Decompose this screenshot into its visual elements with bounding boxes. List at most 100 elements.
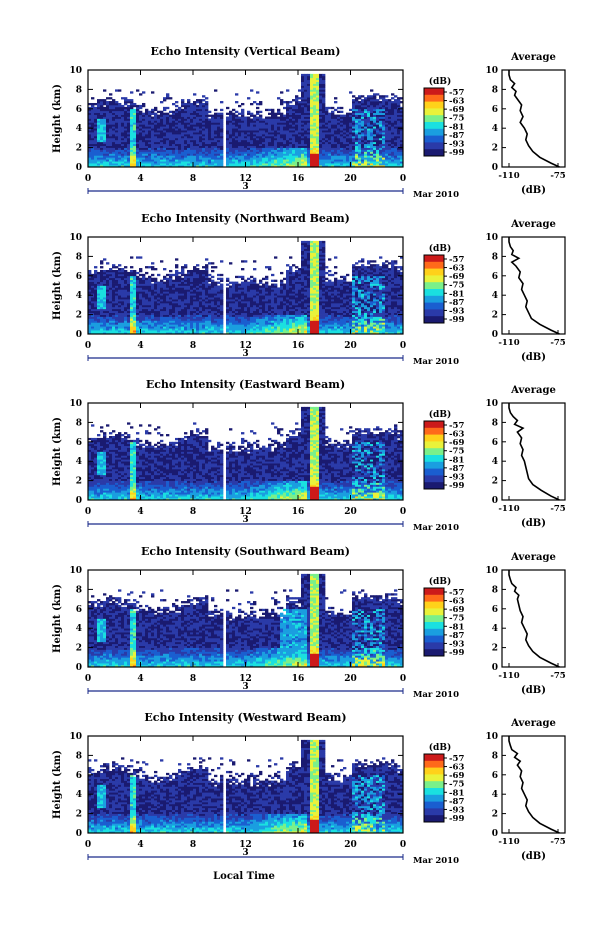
heatmap-cell [313, 130, 317, 133]
heatmap-cell [160, 153, 164, 156]
heatmap-cell [295, 97, 299, 100]
heatmap-cell [259, 155, 263, 158]
heatmap-cell [247, 165, 251, 168]
heatmap-cell [271, 118, 275, 121]
heatmap-cell [100, 143, 104, 147]
heatmap-cell [313, 149, 317, 152]
heatmap-cell [118, 153, 122, 156]
heatmap-cell [166, 163, 170, 166]
heatmap-cell [355, 102, 359, 106]
heatmap-cell [202, 95, 206, 98]
heatmap-cell [184, 163, 188, 166]
heatmap-cell [106, 141, 110, 145]
heatmap-cell [256, 139, 260, 143]
heatmap-cell [346, 157, 350, 160]
heatmap-cell [346, 128, 350, 131]
heatmap-cell [313, 97, 317, 100]
heatmap-cell [280, 114, 284, 117]
colorbar-segment [424, 108, 444, 116]
heatmap-cell [250, 155, 254, 158]
heatmap-cell [103, 108, 107, 112]
heatmap-cell [322, 93, 326, 96]
heatmap-cell [283, 161, 287, 164]
heatmap-cell [352, 153, 356, 156]
heatmap-cell [127, 145, 131, 148]
heatmap-cell [250, 151, 254, 154]
heatmap-cell [313, 137, 317, 141]
heatmap-cell [124, 97, 128, 100]
heatmap-cell [136, 143, 140, 147]
heatmap-cell [208, 283, 212, 286]
heatmap-cell [127, 101, 131, 104]
heatmap-cell [307, 118, 311, 121]
heatmap-cell [289, 110, 293, 114]
heatmap-cell [154, 147, 158, 150]
heatmap-cell [202, 99, 206, 102]
heatmap-cell [181, 102, 185, 106]
heatmap-cell [253, 155, 257, 158]
heatmap-cell [199, 153, 203, 156]
heatmap-cell [274, 132, 278, 135]
heatmap-cell [94, 118, 98, 121]
heatmap-cell [157, 139, 161, 143]
heatmap-cell [364, 122, 368, 125]
heatmap-cell [181, 101, 185, 104]
heatmap-cell [358, 153, 362, 156]
heatmap-cell [220, 108, 224, 112]
heatmap-cell [187, 155, 191, 158]
heatmap-cell [172, 126, 176, 129]
heatmap-cell [283, 143, 287, 147]
heatmap-cell [316, 143, 320, 147]
heatmap-cell [292, 120, 296, 123]
heatmap-cell [151, 124, 155, 127]
heatmap-cell [193, 114, 197, 117]
heatmap-cell [205, 147, 209, 150]
heatmap-cell [163, 143, 167, 147]
heatmap-cell [280, 141, 284, 145]
y-tick-label: 6 [76, 105, 82, 115]
heatmap-cell [286, 153, 290, 156]
heatmap-cell [139, 106, 143, 110]
heatmap-cell [91, 116, 95, 119]
heatmap-cell [292, 145, 296, 148]
heatmap-cell [106, 124, 110, 127]
heatmap-cell [160, 163, 164, 166]
heatmap-cell [301, 114, 305, 117]
heatmap-cell [292, 139, 296, 143]
heatmap-cell [217, 143, 221, 147]
heatmap-cell [127, 143, 131, 147]
heatmap-cell [322, 141, 326, 145]
heatmap-cell [169, 137, 173, 141]
heatmap-cell [364, 149, 368, 152]
heatmap-cell [94, 110, 98, 114]
heatmap-cell [292, 104, 296, 108]
heatmap-cell [145, 157, 149, 160]
heatmap-cell [151, 159, 155, 162]
heatmap-cell [355, 108, 359, 112]
heatmap-cell [346, 130, 350, 133]
heatmap-cell [292, 141, 296, 145]
heatmap-cell [268, 132, 272, 135]
heatmap-cell [343, 145, 347, 148]
heatmap-cell [337, 165, 341, 168]
heatmap-cell [340, 116, 344, 119]
heatmap-cell [262, 126, 266, 129]
heatmap-cell [196, 163, 200, 166]
heatmap-cell [172, 141, 176, 145]
heatmap-cell [193, 132, 197, 135]
heatmap-cell [193, 106, 197, 110]
heatmap-cell [352, 122, 356, 125]
heatmap-cell [211, 163, 215, 166]
heatmap-cell [103, 126, 107, 129]
heatmap-cell [301, 155, 305, 158]
heatmap-cell [205, 145, 209, 148]
heatmap-cell [106, 128, 110, 131]
heatmap-cell [178, 114, 182, 117]
heatmap-cell [184, 153, 188, 156]
heatmap-cell [352, 106, 356, 110]
heatmap-cell [154, 124, 158, 127]
heatmap-cell [298, 112, 302, 115]
heatmap-cell [100, 102, 104, 106]
heatmap-cell [124, 147, 128, 150]
heatmap-cell [229, 149, 233, 152]
